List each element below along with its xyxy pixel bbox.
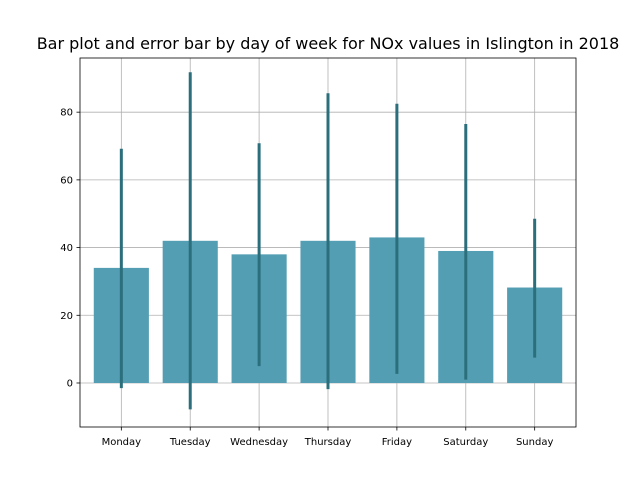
x-tick-label: Saturday bbox=[443, 437, 488, 448]
y-tick-label: 40 bbox=[60, 243, 73, 254]
x-tick-label: Tuesday bbox=[169, 437, 211, 448]
x-tick-label: Sunday bbox=[516, 437, 553, 448]
x-tick-label: Wednesday bbox=[230, 437, 288, 448]
chart-title: Bar plot and error bar by day of week fo… bbox=[37, 34, 620, 53]
x-tick-label: Friday bbox=[382, 437, 412, 448]
error-bars bbox=[119, 72, 537, 410]
y-tick-label: 0 bbox=[67, 378, 73, 389]
y-tick-label: 80 bbox=[60, 108, 73, 119]
x-tick-label: Thursday bbox=[304, 437, 352, 448]
y-tick-label: 20 bbox=[60, 311, 73, 322]
x-tick-label: Monday bbox=[102, 437, 142, 448]
y-tick-label: 60 bbox=[60, 175, 73, 186]
axis-ticks: Monday Tuesday Wednesday Thursday Friday Satu… bbox=[60, 108, 553, 448]
